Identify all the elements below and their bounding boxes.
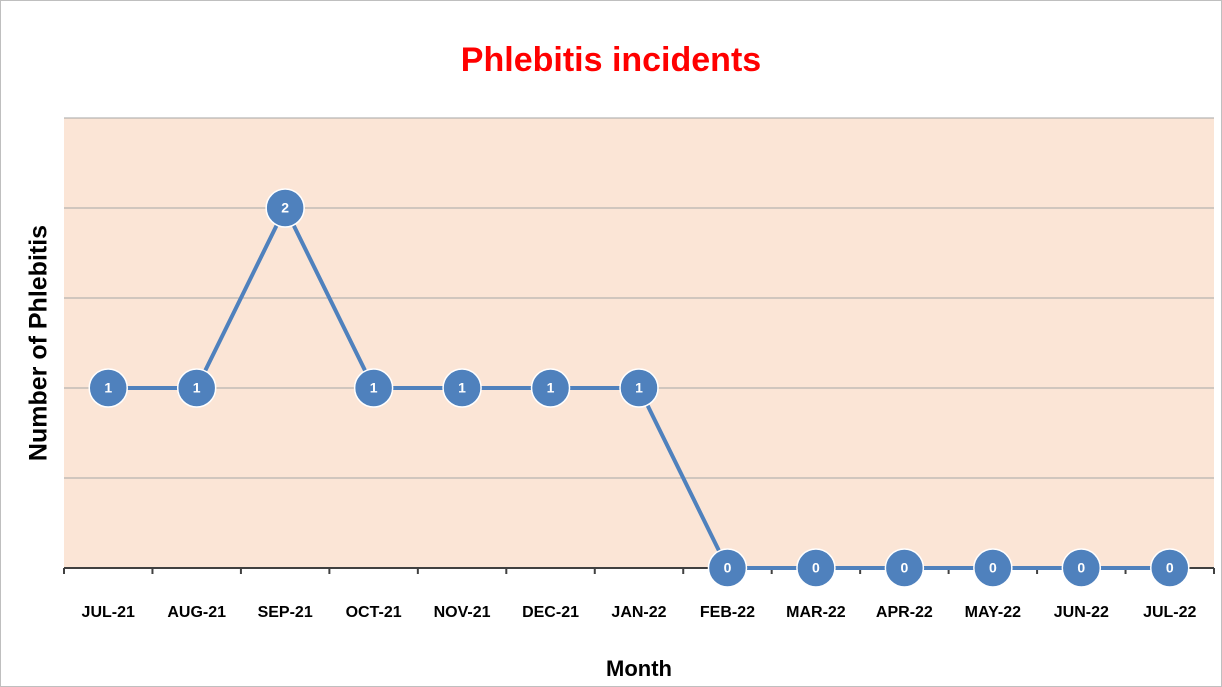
data-label: 0: [724, 560, 732, 576]
data-label: 2: [281, 200, 289, 216]
data-label: 0: [1077, 560, 1085, 576]
point-marker: [619, 368, 659, 408]
x-tick-label: DEC-21: [522, 604, 579, 621]
x-tick-label: APR-22: [876, 604, 933, 621]
x-tick-label: NOV-21: [434, 604, 491, 621]
point-marker: [265, 188, 305, 228]
data-label: 1: [547, 380, 555, 396]
data-label: 0: [900, 560, 908, 576]
x-tick-label: AUG-21: [167, 604, 226, 621]
x-tick-label: JUL-22: [1143, 604, 1196, 621]
data-label: 0: [1166, 560, 1174, 576]
point-marker: [353, 368, 394, 408]
chart-title: Phlebitis incidents: [461, 41, 761, 79]
x-tick-label: JAN-22: [611, 604, 666, 621]
x-tick-label: JUN-22: [1054, 604, 1109, 621]
data-label: 1: [458, 380, 466, 396]
point-marker: [530, 368, 571, 408]
x-tick-label: SEP-21: [258, 604, 313, 621]
data-label: 0: [989, 560, 997, 576]
x-tick-label: FEB-22: [700, 604, 755, 621]
point-marker: [442, 368, 482, 408]
data-label: 1: [370, 380, 378, 396]
x-tick-label: MAR-22: [786, 604, 846, 621]
point-marker: [973, 548, 1013, 588]
x-tick-label: MAY-22: [965, 604, 1021, 621]
data-label: 1: [104, 380, 112, 396]
point-marker: [88, 368, 128, 408]
data-label: 1: [635, 380, 643, 396]
y-axis-label: Number of Phlebitis: [25, 225, 53, 461]
data-label: 0: [812, 560, 820, 576]
plot-area: [64, 118, 1214, 568]
point-marker: [176, 368, 217, 408]
point-marker: [884, 548, 925, 588]
point-marker: [1061, 548, 1102, 588]
x-tick-label: JUL-21: [82, 604, 135, 621]
point-marker: [707, 548, 748, 588]
x-tick-label: OCT-21: [346, 604, 402, 621]
data-label: 1: [193, 380, 201, 396]
point-marker: [1150, 548, 1190, 588]
x-axis-label: Month: [606, 656, 672, 681]
point-marker: [796, 548, 836, 588]
